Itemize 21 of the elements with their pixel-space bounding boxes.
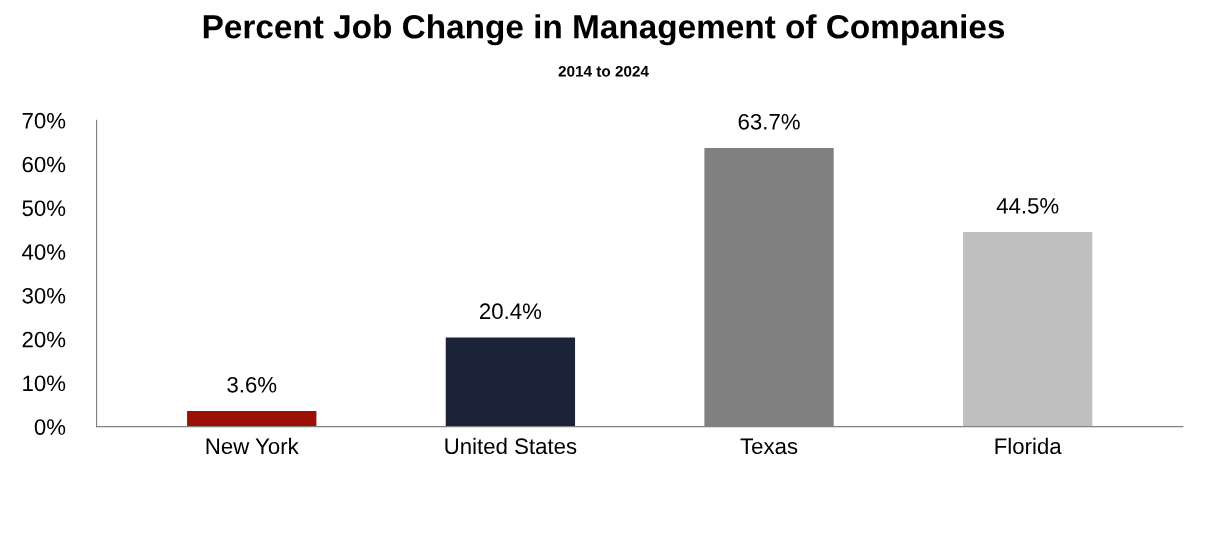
y-tick-label: 70% bbox=[22, 112, 66, 129]
y-tick-label: 60% bbox=[22, 156, 66, 173]
data-label: 3.6% bbox=[227, 376, 277, 393]
y-tick-label: 0% bbox=[34, 419, 66, 435]
y-tick-label: 10% bbox=[23, 375, 66, 392]
bar bbox=[187, 410, 317, 427]
chart-subtitle: 2014 to 2024 bbox=[558, 65, 649, 77]
chart-title: Percent Job Change in Management of Companies bbox=[203, 14, 1005, 46]
y-tick-label: 30% bbox=[22, 287, 66, 304]
x-tick-label: Florida bbox=[995, 437, 1062, 455]
y-tick-label: 20% bbox=[22, 331, 66, 348]
data-label: 63.7% bbox=[738, 113, 800, 130]
x-tick-label: New York bbox=[206, 437, 299, 455]
x-tick-label: Texas bbox=[740, 438, 798, 455]
x-tick-label: United States bbox=[445, 437, 577, 455]
bar bbox=[963, 231, 1093, 427]
y-tick-label: 40% bbox=[22, 244, 66, 260]
data-label: 20.4% bbox=[480, 303, 542, 320]
y-tick-label: 50% bbox=[22, 200, 66, 217]
data-label: 44.5% bbox=[996, 198, 1059, 214]
bar bbox=[445, 337, 576, 427]
